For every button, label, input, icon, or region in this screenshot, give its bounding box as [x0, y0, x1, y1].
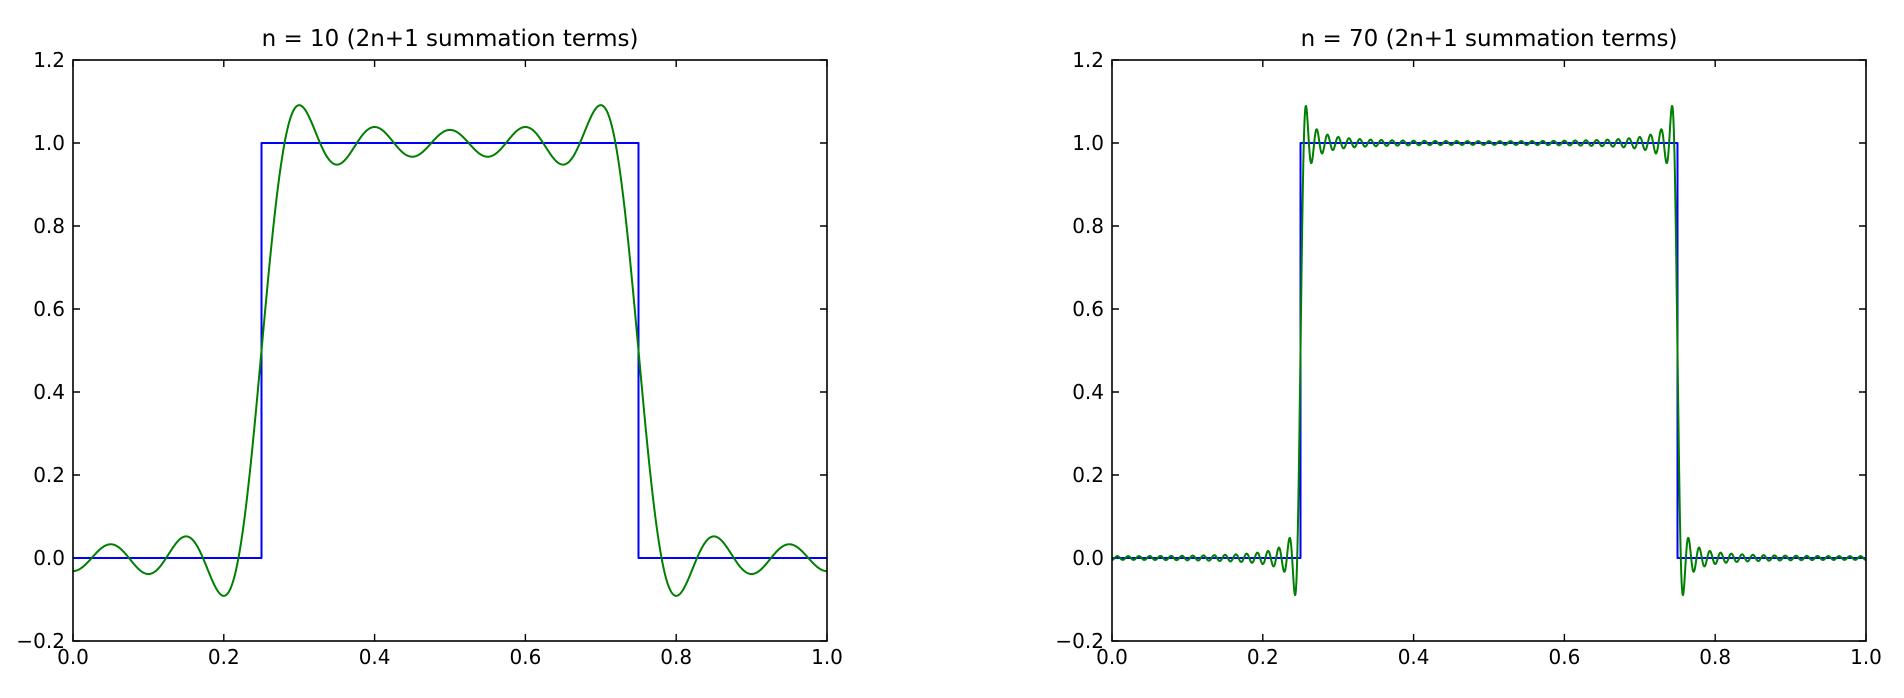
x-tick-label: 0.4: [359, 645, 391, 669]
y-tick-label: 0.6: [1072, 297, 1104, 321]
y-tick-label: 1.0: [1072, 131, 1104, 155]
x-tick-label: 0.6: [1548, 645, 1580, 669]
y-tick-label: 0.8: [1072, 214, 1104, 238]
square-wave-curve: [1112, 142, 1866, 559]
x-tick-label: 1.0: [811, 645, 843, 669]
y-tick-label: 0.2: [1072, 463, 1104, 487]
y-tick-label: 0.0: [33, 546, 65, 570]
subplot-left: n = 10 (2n+1 summation terms) 0.0 0.2 0.4 0.…: [16, 26, 842, 669]
y-tick-label: −0.2: [1055, 629, 1104, 653]
y-tick-label: 0.4: [33, 380, 65, 404]
x-tick-label: 0.2: [208, 645, 240, 669]
y-tick-label: 0.2: [33, 463, 65, 487]
x-tick-label: 0.0: [1096, 645, 1128, 669]
y-tick-label: 1.2: [1072, 48, 1104, 72]
x-tick-label: 1.0: [1850, 645, 1882, 669]
y-tick-label: 1.2: [33, 48, 65, 72]
x-tick-label: 0.8: [1699, 645, 1731, 669]
x-tick-label: 0.2: [1247, 645, 1279, 669]
fourier-partial-sum-curve: [1111, 104, 1867, 597]
y-tick-label: 0.0: [1072, 546, 1104, 570]
subplot-right: n = 70 (2n+1 summation terms) 0.0 0.2 0.4 0.…: [1055, 26, 1881, 669]
x-tick-label: 0.8: [660, 645, 692, 669]
square-wave-curve: [73, 142, 827, 559]
y-tick-label: 0.8: [33, 214, 65, 238]
y-tick-label: 1.0: [33, 131, 65, 155]
plot-title: n = 70 (2n+1 summation terms): [1301, 26, 1678, 52]
y-tick-label: 0.6: [33, 297, 65, 321]
plot-title: n = 10 (2n+1 summation terms): [262, 26, 639, 52]
tick-marks: [72, 59, 828, 642]
fourier-partial-sum-curve: [72, 104, 828, 597]
x-tick-label: 0.0: [57, 645, 89, 669]
x-tick-label: 0.4: [1398, 645, 1430, 669]
axes-frame: [1111, 59, 1867, 642]
y-tick-label: −0.2: [16, 629, 65, 653]
x-tick-label: 0.6: [509, 645, 541, 669]
y-tick-label: 0.4: [1072, 380, 1104, 404]
axes-frame: [72, 59, 828, 642]
